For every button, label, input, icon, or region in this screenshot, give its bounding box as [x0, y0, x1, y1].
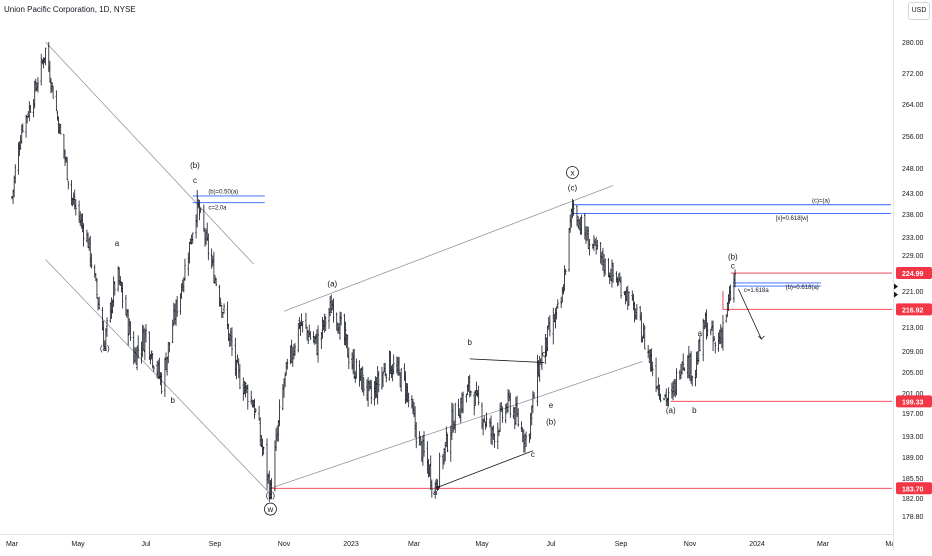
- x-tick-label: Nov: [684, 541, 697, 548]
- wave-label: a: [698, 329, 703, 338]
- price-tag-label: 183.70: [902, 486, 924, 493]
- y-tick-label: 213.00: [902, 325, 924, 332]
- y-tick-label: 229.00: [902, 253, 924, 260]
- wave-label: (a): [666, 406, 676, 415]
- wave-label: c: [531, 450, 535, 459]
- wave-label: a: [433, 488, 438, 497]
- fib-annotation: (b)=0.50(a): [208, 190, 238, 196]
- x-tick-label: May: [475, 541, 489, 548]
- wave-circle: [566, 166, 579, 179]
- price-tag: [896, 395, 932, 408]
- y-tick-label: 205.00: [902, 370, 924, 377]
- wave-label: e: [549, 401, 554, 410]
- y-tick-label: 201.00: [902, 391, 924, 398]
- x-tick-label: Nov: [278, 541, 291, 548]
- wave-circle: [264, 502, 277, 516]
- x-tick-label: Mar: [408, 541, 421, 548]
- forecast-arrow: [737, 288, 762, 340]
- price-marker-icon: [894, 291, 898, 298]
- x-tick-label: Jul: [547, 541, 556, 548]
- x-tick-label: May: [71, 541, 85, 548]
- y-tick-label: 243.00: [902, 191, 924, 198]
- fib-annotation: (c)=(a): [812, 199, 830, 205]
- wave-label: (a): [100, 344, 110, 353]
- wave-label: c: [193, 176, 197, 185]
- wave-label: (c): [568, 184, 578, 193]
- wave-label: (c): [266, 491, 276, 500]
- x-tick-label: 2024: [749, 541, 765, 548]
- x-tick-label: Jul: [142, 541, 151, 548]
- x-tick-label: Sep: [615, 541, 628, 548]
- price-tag-label: 199.33: [902, 399, 924, 406]
- wave-label: d: [542, 349, 546, 358]
- candle-series: [11, 41, 736, 502]
- y-tick-label: 238.00: [902, 212, 924, 219]
- wave-label: (a): [327, 280, 337, 289]
- y-tick-label: 280.00: [902, 40, 924, 47]
- wave-label: c: [731, 262, 735, 271]
- triangle-bottom-line: [435, 450, 534, 489]
- price-tag: [896, 482, 932, 495]
- price-scale[interactable]: 280.00 272.00 264.00 256.00 248.00 243.00 238.…: [893, 0, 932, 550]
- y-tick-label: 248.00: [902, 166, 924, 173]
- fib-annotation: [x]=0.618[w]: [776, 216, 809, 222]
- rising-channel-lower-line: [270, 361, 643, 489]
- rising-channel-upper-line: [283, 185, 614, 312]
- wave-label: (b): [728, 253, 738, 262]
- y-tick-label: 264.00: [902, 102, 924, 109]
- wave-label: a: [115, 239, 120, 248]
- y-tick-label: 233.00: [902, 235, 924, 242]
- x-tick-label: Sep: [209, 541, 222, 548]
- y-tick-label: 185.50: [902, 476, 924, 483]
- x-tick-label: Mar: [6, 541, 19, 548]
- y-tick-label: 193.00: [902, 434, 924, 441]
- price-tag-label: 216.92: [902, 307, 924, 314]
- y-tick-label: 182.00: [902, 496, 924, 503]
- x-tick-label: May: [885, 541, 893, 548]
- y-tick-label: 272.00: [902, 71, 924, 78]
- wave-label: b: [468, 338, 473, 347]
- y-tick-label: 178.80: [902, 514, 924, 521]
- chart-title: Union Pacific Corporation, 1D, NYSE: [4, 5, 136, 14]
- y-tick-label: 221.00: [902, 289, 924, 296]
- wave-label: (b): [190, 161, 200, 170]
- wave-label: b: [692, 406, 697, 415]
- fib-annotation: c=1.618a: [744, 288, 770, 294]
- currency-button[interactable]: USD: [908, 2, 930, 20]
- y-tick-label: 209.00: [902, 349, 924, 356]
- wave-label: b: [170, 396, 175, 405]
- wave-label: x: [570, 169, 574, 178]
- price-marker-icon: [894, 283, 898, 290]
- price-tag: [896, 267, 932, 280]
- time-scale[interactable]: Mar May Jul Sep Nov 2023 Mar May Jul Sep Nov 2024 Ma…: [0, 534, 899, 551]
- x-tick-label: Mar: [817, 541, 830, 548]
- fib-annotation: c=2.0a: [208, 205, 227, 211]
- price-tag: [896, 303, 932, 316]
- y-tick-label: 197.00: [902, 411, 924, 418]
- y-tick-label: 256.00: [902, 134, 924, 141]
- y-tick-label: 189.00: [902, 455, 924, 462]
- wave-label: w: [267, 505, 274, 514]
- triangle-top-line: [469, 358, 545, 363]
- channel-upper-line: [45, 41, 254, 265]
- arrow-head-icon: [758, 335, 765, 340]
- price-tag-label: 224.99: [902, 271, 924, 278]
- fib-annotation: (b)=0.618(a): [786, 285, 819, 291]
- wave-label: (b): [546, 418, 556, 427]
- x-tick-label: 2023: [343, 541, 359, 548]
